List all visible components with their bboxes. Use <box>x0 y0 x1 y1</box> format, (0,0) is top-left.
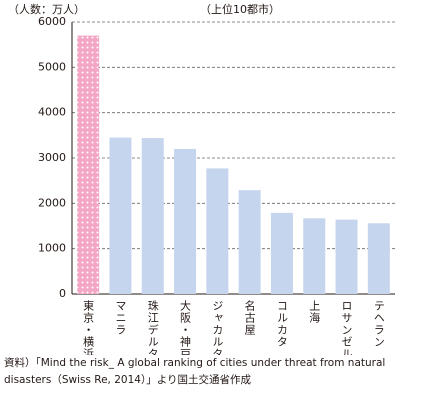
x-tick-label: 上海 <box>308 300 321 324</box>
y-tick-label: 1000 <box>38 242 66 255</box>
chart: （人数：万人） （上位10都市） 0 1000 2000 3000 4000 5000 60… <box>8 2 395 355</box>
bar <box>206 168 229 294</box>
bar <box>367 223 390 294</box>
source-note: 資料）「Mind the risk_ A global ranking of c… <box>4 357 386 386</box>
x-tick-label: 珠江デルタ <box>146 299 159 355</box>
x-tick-label: ロサンゼルス <box>340 300 353 355</box>
x-tick-label: テヘラン <box>372 300 385 348</box>
bar <box>141 138 164 294</box>
bar-pattern <box>77 35 100 294</box>
y-tick-label: 6000 <box>38 15 66 28</box>
bar <box>238 190 261 294</box>
unit-label: （人数：万人） <box>8 3 85 16</box>
x-tick-label: 名古屋 <box>243 299 256 336</box>
x-tick-label: 大阪・神戸 <box>179 299 192 355</box>
y-tick-label: 5000 <box>38 60 66 73</box>
y-tick-label: 2000 <box>38 196 66 209</box>
x-tick-label: コルカタ <box>275 300 288 348</box>
y-tick-label: 0 <box>59 287 66 300</box>
bar <box>270 212 293 294</box>
chart-subtitle: （上位10都市） <box>200 2 280 16</box>
x-tick-label: 東京・横浜 <box>82 300 95 355</box>
x-tick-label: マニラ <box>114 300 127 336</box>
y-tick-label: 4000 <box>38 106 66 119</box>
bar <box>109 137 132 294</box>
x-tick-label: ジャカルタ <box>211 300 224 355</box>
bar <box>335 219 358 294</box>
y-tick-label: 3000 <box>38 151 66 164</box>
bar <box>174 148 197 294</box>
bar <box>303 218 326 294</box>
